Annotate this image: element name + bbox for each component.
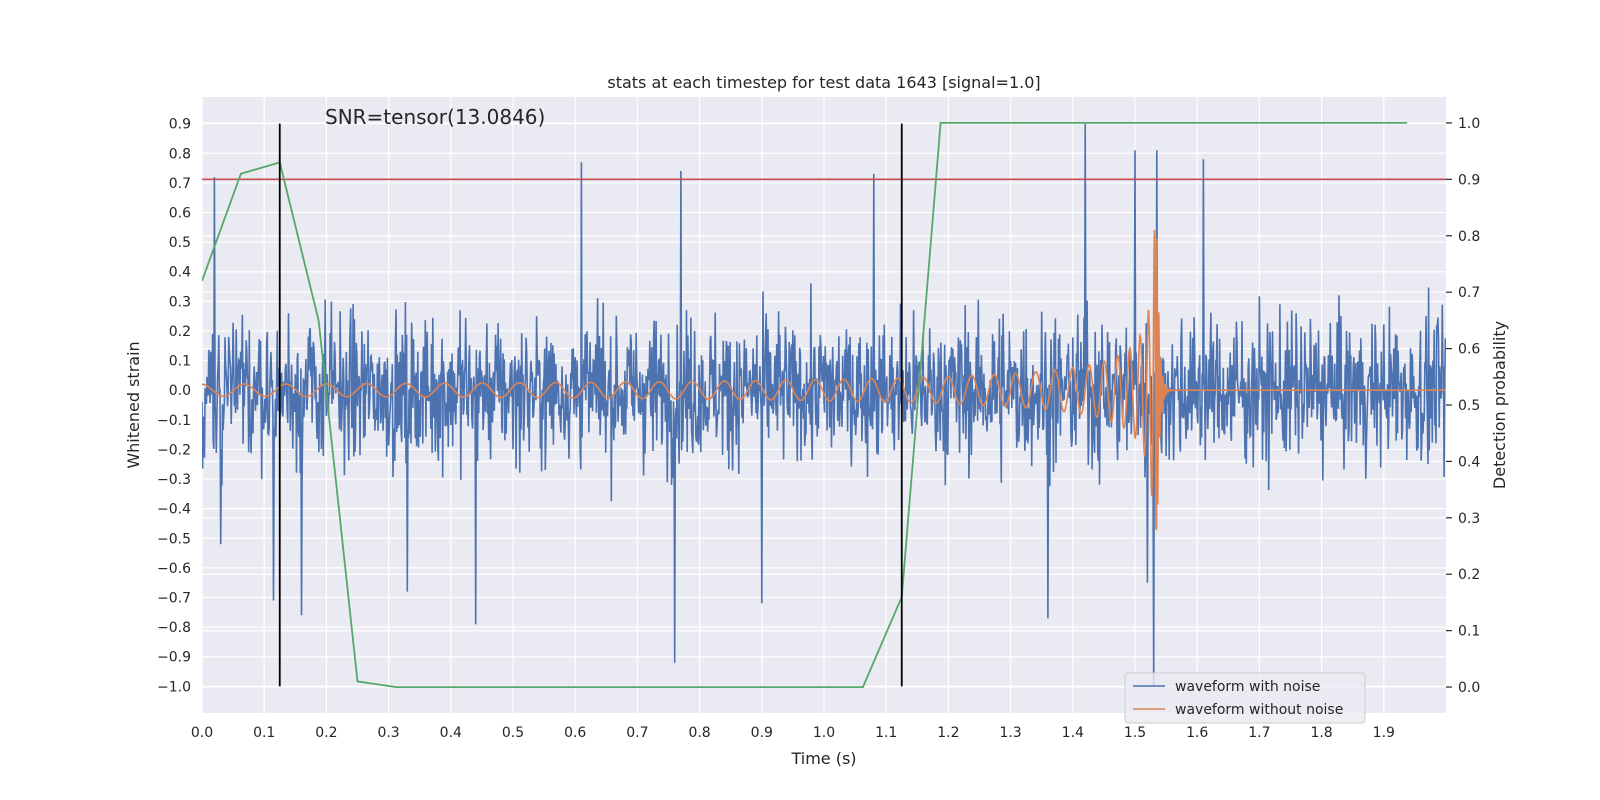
y-tick-label: −0.3 [157,472,191,488]
y-tick-label: 0.8 [169,146,191,162]
y2-tick-label: 0.2 [1458,567,1480,583]
y-tick-label: −0.7 [157,591,191,607]
x-tick-label: 1.0 [813,725,835,741]
y-tick-label: −0.6 [157,561,191,577]
y2-tick-label: 0.5 [1458,398,1480,414]
legend-label-clean: waveform without noise [1175,702,1343,718]
y-axis-label: Whitened strain [124,341,143,468]
y-tick-label: −0.8 [157,620,191,636]
y2-tick-label: 0.0 [1458,680,1480,696]
y-tick-label: 0.6 [169,206,191,222]
x-tick-label: 0.7 [626,725,648,741]
x-tick-label: 1.3 [999,725,1021,741]
y-tick-label: 0.3 [169,294,191,310]
x-tick-label: 0.2 [315,725,337,741]
x-tick-label: 0.0 [191,725,213,741]
y-tick-label: 0.0 [169,383,191,399]
y2-tick-label: 1.0 [1458,116,1480,132]
series-line-detection-probability [202,122,1408,688]
x-tick-label: 1.8 [1310,725,1332,741]
chart-title: stats at each timestep for test data 164… [607,73,1040,92]
y2-axis-label: Detection probability [1490,321,1509,489]
y-tick-label: −0.5 [157,531,191,547]
y-tick-label: −0.1 [157,413,191,429]
y2-tick-label: 0.7 [1458,285,1480,301]
y2-tick-label: 0.1 [1458,624,1480,640]
legend-label-noise: waveform with noise [1175,679,1320,695]
x-axis-label: Time (s) [790,749,856,768]
axes-layer: 0.0 0.1 0.2 0.3 0.4 0.5 0.6 0.7 0.8 0.9 1.0 1.1 1.2 1… [157,116,1480,741]
y-tick-label: −1.0 [157,679,191,695]
y2-tick-label: 0.9 [1458,172,1480,188]
y-tick-label: 0.9 [169,117,191,133]
x-tick-label: 0.6 [564,725,586,741]
x-tick-label: 1.2 [937,725,959,741]
x-tick-label: 1.6 [1186,725,1208,741]
x-tick-label: 0.8 [688,725,710,741]
x-tick-label: 1.9 [1373,725,1395,741]
legend-box [1124,672,1366,724]
x-tick-label: 0.3 [377,725,399,741]
y-tick-label: 0.1 [169,354,191,370]
x-tick-label: 1.5 [1124,725,1146,741]
x-tick-label: 1.7 [1248,725,1270,741]
snr-annotation: SNR=tensor(13.0846) [325,105,545,129]
legend: waveform with noise waveform without noi… [1124,672,1366,724]
x-tick-label: 1.1 [875,725,897,741]
y-tick-label: −0.4 [157,502,191,518]
x-tick-label: 0.1 [253,725,275,741]
y-tick-label: −0.9 [157,650,191,666]
y-tick-label: 0.7 [169,176,191,192]
y2-tick-label: 0.3 [1458,511,1480,527]
y2-tick-label: 0.6 [1458,342,1480,358]
x-tick-label: 0.9 [751,725,773,741]
x-tick-label: 0.5 [502,725,524,741]
x-tick-label: 1.4 [1062,725,1084,741]
y2-tick-label: 0.8 [1458,229,1480,245]
y-tick-label: 0.2 [169,324,191,340]
x-tick-label: 0.4 [440,725,462,741]
y2-tick-label: 0.4 [1458,454,1480,470]
y-tick-label: 0.4 [169,265,191,281]
y-tick-label: −0.2 [157,442,191,458]
y-tick-label: 0.5 [169,235,191,251]
data-layer [202,122,1446,688]
series-line-clean-waveform [202,229,1446,530]
